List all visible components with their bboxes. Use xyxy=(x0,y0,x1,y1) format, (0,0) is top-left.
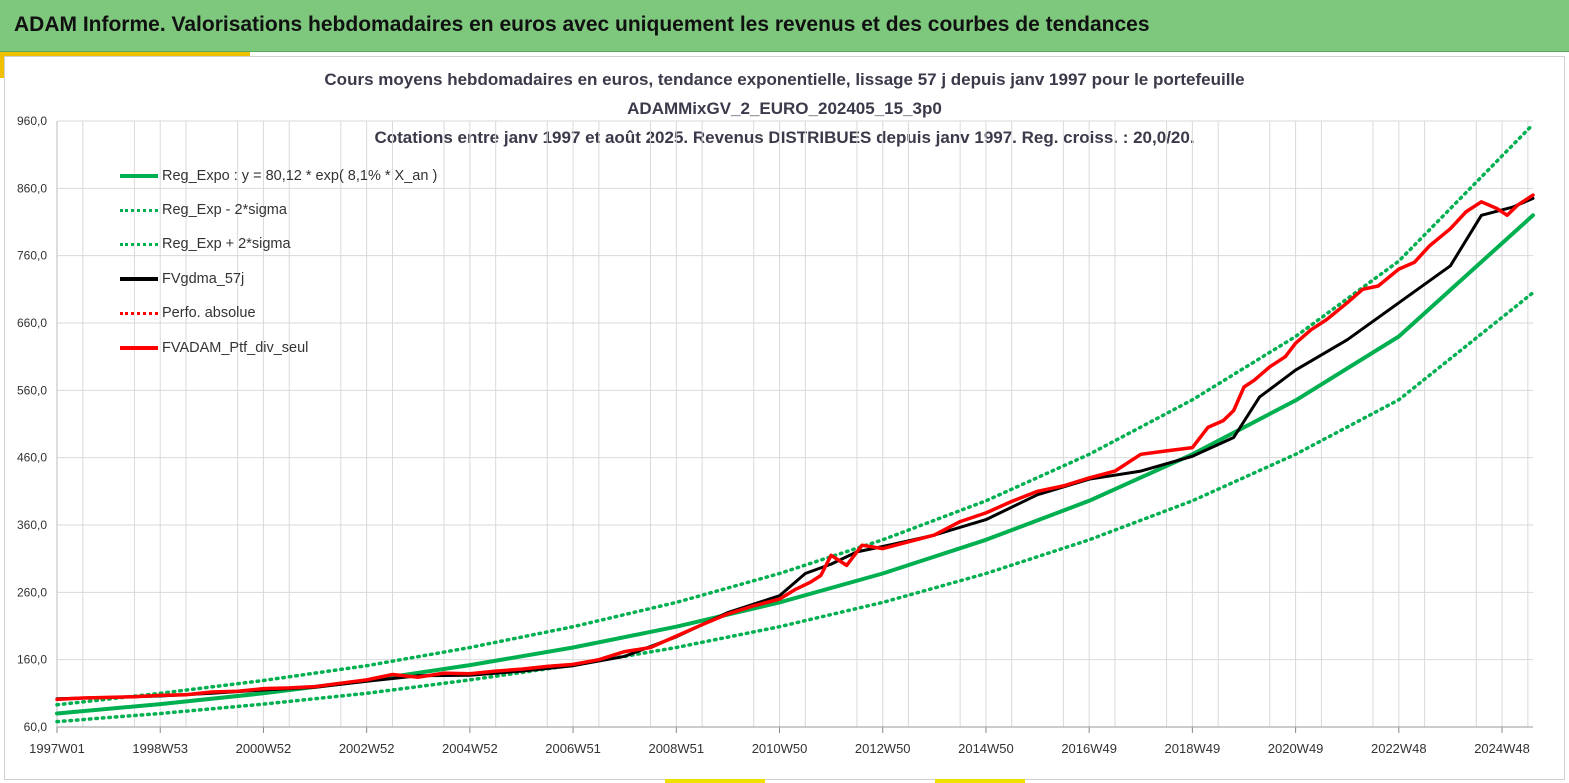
legend-swatch-dotted-green xyxy=(120,242,158,246)
y-tick-label: 460,0 xyxy=(17,451,47,465)
chart-title-line-1: Cours moyens hebdomadaires en euros, ten… xyxy=(324,70,1245,89)
accent-bar-bottom xyxy=(665,779,765,783)
legend-swatch-solid-red xyxy=(120,346,158,350)
chart-frame xyxy=(4,56,1565,780)
legend-label: FVADAM_Ptf_div_seul xyxy=(162,340,309,356)
y-tick-label: 760,0 xyxy=(17,249,47,263)
y-tick-label: 160,0 xyxy=(17,653,47,667)
accent-bar-vertical xyxy=(0,52,4,78)
legend-item-reg-exp-minus: Reg_Exp - 2*sigma xyxy=(120,199,287,221)
x-tick-label: 2014W50 xyxy=(958,741,1014,756)
legend-label: Reg_Exp - 2*sigma xyxy=(162,202,287,218)
legend-swatch-solid-black xyxy=(120,277,158,281)
legend-label: Reg_Exp + 2*sigma xyxy=(162,236,291,252)
x-tick-label: 2010W50 xyxy=(752,741,808,756)
x-tick-label: 1997W01 xyxy=(29,741,85,756)
series-line-fvadam xyxy=(55,193,1535,702)
legend-label: Perfo. absolue xyxy=(162,305,256,321)
legend-item-fvgdma: FVgdma_57j xyxy=(120,268,244,290)
x-tick-label: 2012W50 xyxy=(855,741,911,756)
legend-item-fvadam: FVADAM_Ptf_div_seul xyxy=(120,337,308,359)
y-tick-label: 560,0 xyxy=(17,383,47,397)
x-tick-label: 2002W52 xyxy=(339,741,395,756)
x-tick-label: 2016W49 xyxy=(1061,741,1117,756)
legend-item-reg-expo: Reg_Expo : y = 80,12 * exp( 8,1% * X_an … xyxy=(120,165,437,187)
x-tick-label: 2020W49 xyxy=(1268,741,1324,756)
y-tick-label: 60,0 xyxy=(24,720,48,734)
y-tick-label: 260,0 xyxy=(17,585,47,599)
accent-bar xyxy=(0,52,250,56)
x-tick-label: 2004W52 xyxy=(442,741,498,756)
legend-swatch-dotted-red xyxy=(120,311,158,315)
legend-swatch-dotted-green xyxy=(120,208,158,212)
series-line-reg-exp-minus xyxy=(55,290,1535,724)
header-banner: ADAM Informe. Valorisations hebdomadaire… xyxy=(0,0,1569,52)
x-tick-label: 2022W48 xyxy=(1371,741,1427,756)
page-title: ADAM Informe. Valorisations hebdomadaire… xyxy=(14,13,1150,36)
y-tick-label: 660,0 xyxy=(17,316,47,330)
legend-item-reg-exp-plus: Reg_Exp + 2*sigma xyxy=(120,233,291,255)
accent-bar-bottom xyxy=(935,779,1025,783)
series-line-reg-exp-plus xyxy=(55,122,1535,707)
x-tick-label: 2008W51 xyxy=(648,741,704,756)
chart-title-line-2: ADAMMixGV_2_EURO_202405_15_3p0 xyxy=(627,99,942,118)
y-tick-label: 360,0 xyxy=(17,518,47,532)
series-line-reg-expo xyxy=(55,213,1535,716)
x-tick-label: 2000W52 xyxy=(236,741,292,756)
x-tick-label: 2006W51 xyxy=(545,741,601,756)
chart-title-line-3: Cotations entre janv 1997 et août 2025. … xyxy=(374,128,1195,147)
y-tick-label: 860,0 xyxy=(17,181,47,195)
legend-label: Reg_Expo : y = 80,12 * exp( 8,1% * X_an … xyxy=(162,168,438,184)
series-line-fvgdma xyxy=(55,196,1535,701)
legend-swatch-solid-green xyxy=(120,174,158,178)
x-tick-label: 2018W49 xyxy=(1165,741,1221,756)
legend-item-perfo-absolue: Perfo. absolue xyxy=(120,302,256,324)
y-tick-label: 960,0 xyxy=(17,114,47,128)
x-tick-label: 2024W48 xyxy=(1474,741,1530,756)
x-tick-label: 1998W53 xyxy=(132,741,188,756)
legend-label: FVgdma_57j xyxy=(162,271,245,287)
